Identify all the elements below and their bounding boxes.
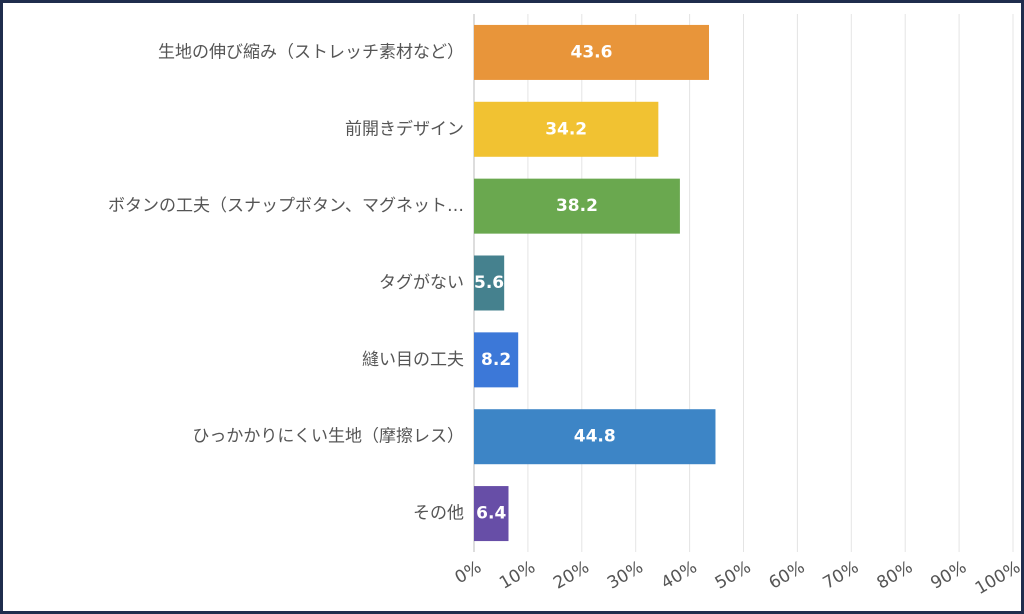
bar — [474, 24, 710, 80]
y-tick-label: その他 — [413, 504, 464, 524]
bar — [474, 255, 505, 311]
bar — [474, 409, 716, 465]
data-label: 38.2 — [556, 196, 598, 216]
y-tick-label: ひっかかりにくい生地（摩擦レス） — [192, 427, 464, 447]
y-tick-label: 前開きデザイン — [345, 118, 464, 139]
bar — [474, 332, 519, 388]
data-label: 44.8 — [574, 427, 616, 447]
data-label: 5.6 — [474, 273, 504, 293]
y-tick-label: タグがない — [379, 273, 464, 293]
bar — [474, 486, 509, 542]
y-tick-label: ボタンの工夫（スナップボタン、マグネット… — [108, 196, 464, 216]
data-label: 6.4 — [476, 504, 506, 524]
bar — [474, 178, 680, 234]
data-label: 34.2 — [545, 119, 587, 139]
data-label: 8.2 — [481, 350, 511, 370]
y-tick-label: 生地の伸び縮み（ストレッチ素材など） — [158, 42, 464, 62]
y-tick-label: 縫い目の工夫 — [362, 350, 464, 370]
data-label: 43.6 — [571, 42, 613, 62]
bar — [474, 101, 659, 157]
